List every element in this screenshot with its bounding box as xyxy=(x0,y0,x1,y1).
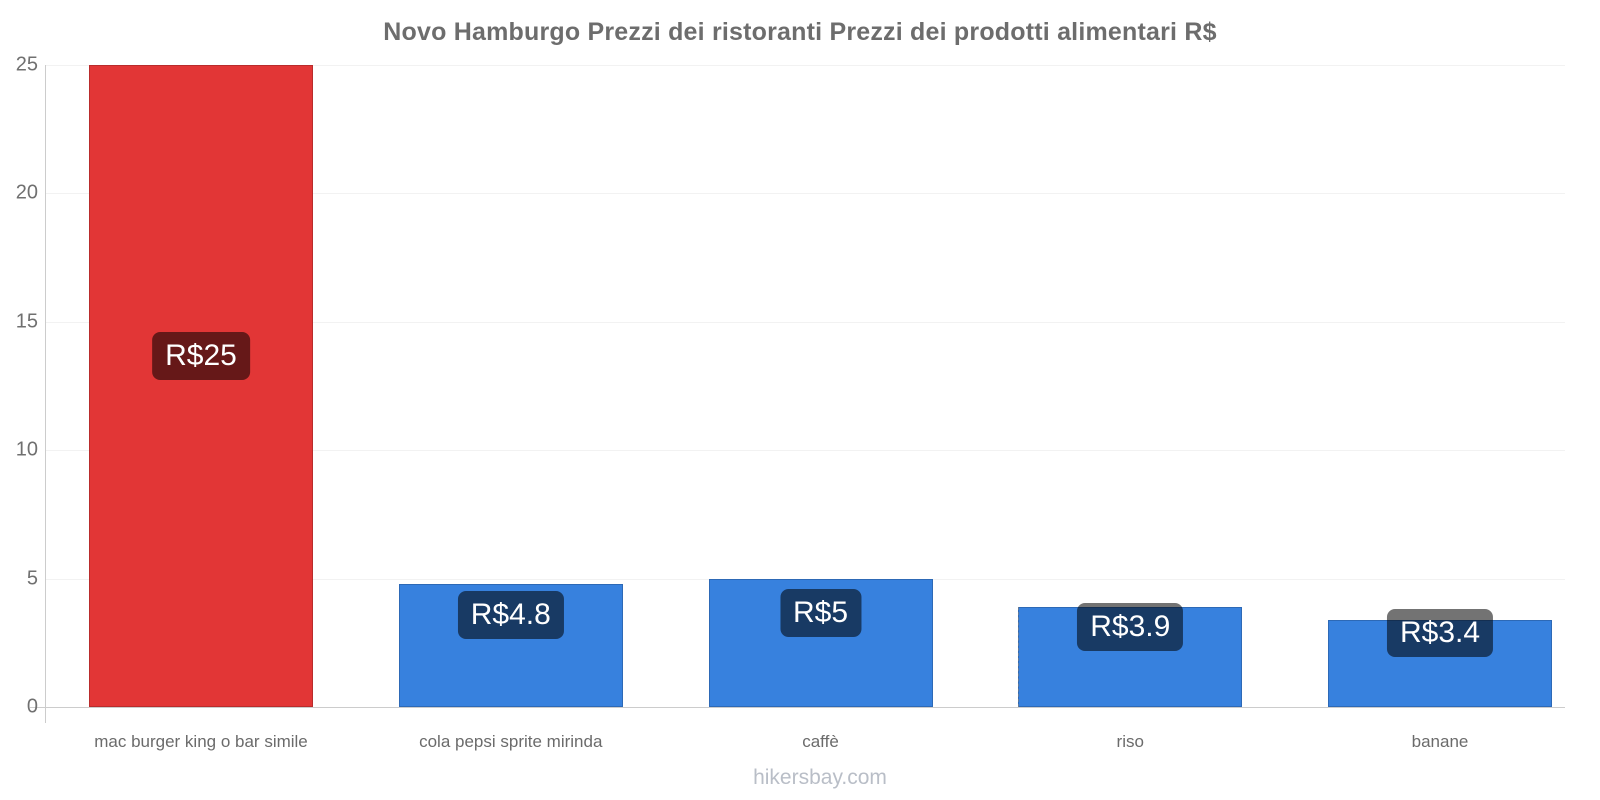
value-label-banane: R$3.4 xyxy=(1386,609,1494,658)
hover-guideline xyxy=(1018,606,1020,707)
category-label-mac-burger-king-o-bar-simile: mac burger king o bar simile xyxy=(94,732,308,751)
y-tick-label-0: 0 xyxy=(26,695,38,718)
category-label-cola-pepsi-sprite-mirinda: cola pepsi sprite mirinda xyxy=(419,732,603,751)
value-label-mac-burger-king-o-bar-simile: R$25 xyxy=(152,332,250,380)
gridline-y-10 xyxy=(46,450,1565,452)
value-label-caffe: R$5 xyxy=(779,588,862,637)
gridline-y-15 xyxy=(46,321,1565,323)
watermark-hikersbay: hikersbay.com xyxy=(753,766,887,789)
y-tick-label-10: 10 xyxy=(15,438,38,461)
chart-title: Novo Hamburgo Prezzi dei ristoranti Prez… xyxy=(383,18,1217,46)
bar-mac-burger-king-o-bar-simile[interactable] xyxy=(89,65,313,707)
x-axis-line xyxy=(30,707,1565,708)
category-label-banane: banane xyxy=(1411,732,1469,751)
gridline-y-25 xyxy=(46,65,1565,66)
gridline-y-20 xyxy=(46,193,1565,195)
y-tick-label-25: 25 xyxy=(15,53,38,76)
value-label-riso: R$3.9 xyxy=(1077,602,1184,651)
value-label-cola-pepsi-sprite-mirinda: R$4.8 xyxy=(457,591,564,640)
y-tick-label-20: 20 xyxy=(15,181,38,204)
category-label-riso: riso xyxy=(1116,732,1144,751)
y-axis-line xyxy=(45,65,46,723)
y-tick-label-15: 15 xyxy=(15,310,38,333)
category-label-caffe: caffè xyxy=(802,732,839,751)
y-tick-label-5: 5 xyxy=(26,567,38,590)
